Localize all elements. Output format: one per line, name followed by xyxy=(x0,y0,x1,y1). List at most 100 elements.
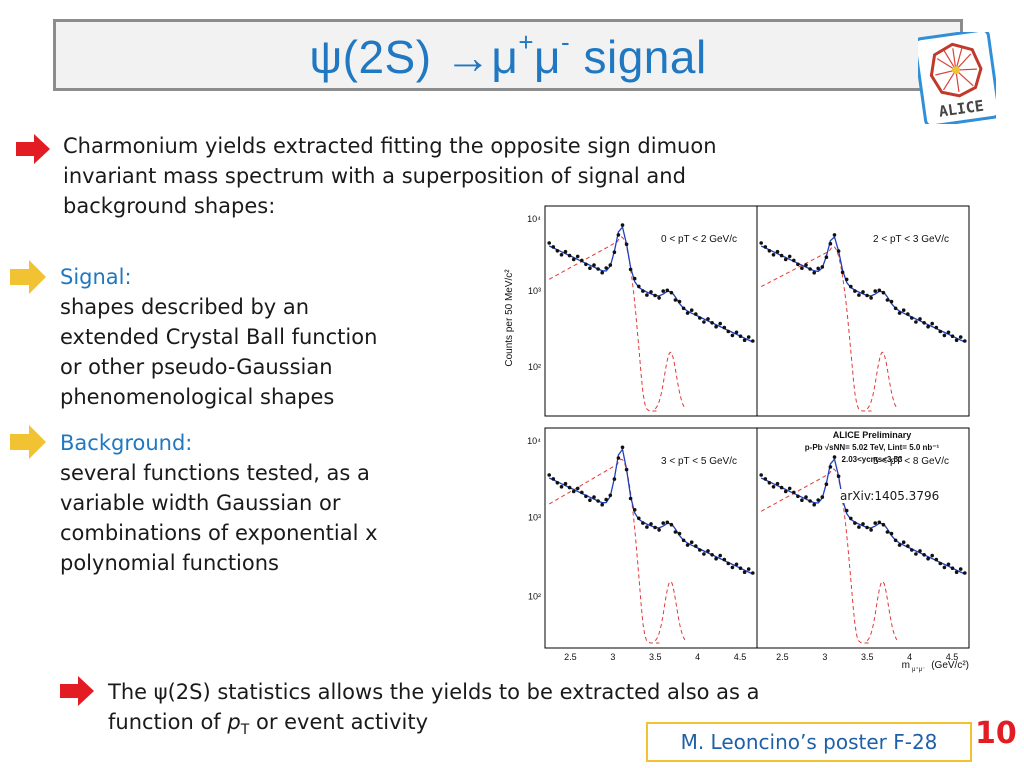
x-tick-label: 3 xyxy=(822,652,827,662)
data-point xyxy=(873,521,877,525)
data-point xyxy=(722,325,727,330)
data-point xyxy=(596,499,600,503)
title-psi: ψ xyxy=(309,30,343,83)
data-point xyxy=(588,498,592,503)
data-point xyxy=(555,481,560,485)
data-point xyxy=(893,306,898,311)
data-point xyxy=(783,257,788,262)
slide-title: ψ(2S) →μ+μ- signal xyxy=(309,27,706,84)
x-tick-label: 4 xyxy=(695,652,700,662)
title-box: ψ(2S) →μ+μ- signal xyxy=(53,19,963,91)
signal-line-3: or other pseudo-Gaussian xyxy=(60,355,333,379)
data-point xyxy=(726,329,731,334)
data-point xyxy=(669,522,674,527)
preliminary-label: ALICE Preliminary xyxy=(833,430,912,440)
data-point xyxy=(914,552,918,556)
data-point xyxy=(775,249,780,254)
data-point xyxy=(547,473,551,477)
data-point xyxy=(592,263,596,267)
data-point xyxy=(901,540,906,544)
data-point xyxy=(877,288,882,293)
data-point xyxy=(820,265,825,269)
data-point xyxy=(787,486,792,491)
data-point xyxy=(645,293,649,297)
data-point xyxy=(685,311,690,315)
data-point xyxy=(824,482,829,487)
plot-panel-frame xyxy=(544,205,758,417)
data-point xyxy=(958,567,963,571)
title-sup1: + xyxy=(518,26,535,57)
y-axis-label: Counts per 50 MeV/c² xyxy=(504,269,515,367)
background-line-3: combinations of exponential x xyxy=(60,521,378,545)
data-point xyxy=(897,311,902,315)
y-tick-label: 10² xyxy=(528,362,541,372)
x-tick-label: 4 xyxy=(907,652,912,662)
signal-shape-psi2s xyxy=(866,581,898,642)
plot-panel-frame xyxy=(756,427,970,649)
data-point xyxy=(922,321,926,325)
data-point xyxy=(901,308,906,312)
x-tick-label: 3.5 xyxy=(861,652,874,662)
intro-text: Charmonium yields extracted fitting the … xyxy=(63,131,717,221)
intro-line-3: background shapes: xyxy=(63,194,276,218)
data-point xyxy=(926,324,930,329)
data-point xyxy=(869,528,873,532)
data-point xyxy=(742,338,747,342)
data-point xyxy=(808,499,812,503)
yellow-arrow-icon xyxy=(10,260,46,294)
data-point xyxy=(771,253,776,257)
data-point xyxy=(869,296,873,300)
intro-line-1: Charmonium yields extracted fitting the … xyxy=(63,134,717,158)
data-point xyxy=(624,242,629,247)
title-part2: signal xyxy=(570,30,707,83)
y-tick-label: 10³ xyxy=(528,512,541,522)
data-point xyxy=(910,548,914,552)
data-point xyxy=(571,489,576,494)
data-point xyxy=(751,339,755,343)
data-point xyxy=(922,553,926,557)
data-point xyxy=(914,320,918,324)
data-point xyxy=(832,455,837,459)
data-point xyxy=(624,467,629,472)
signal-shape-jpsi xyxy=(760,468,872,644)
data-point xyxy=(746,335,751,339)
signal-shape-psi2s xyxy=(654,351,686,410)
data-point xyxy=(787,254,792,259)
conclusion-text: The ψ(2S) statistics allows the yields t… xyxy=(108,677,760,745)
data-point xyxy=(584,494,588,499)
data-point xyxy=(600,502,604,507)
signal-text: Signal: shapes described by an extended … xyxy=(60,262,377,412)
data-point xyxy=(804,495,808,499)
intro-line-2: invariant mass spectrum with a superposi… xyxy=(63,164,686,188)
data-point xyxy=(734,562,739,567)
red-arrow-icon xyxy=(60,676,94,706)
data-point xyxy=(567,253,572,258)
data-point xyxy=(946,330,951,335)
data-point xyxy=(950,566,955,570)
data-point xyxy=(950,334,955,338)
data-point xyxy=(808,267,812,271)
data-point xyxy=(681,306,686,311)
data-point xyxy=(889,531,894,536)
data-point xyxy=(800,266,804,270)
panel-label: 5 < pT < 8 GeV/c xyxy=(873,456,949,467)
title-mu2: μ xyxy=(534,30,562,83)
data-point xyxy=(575,254,580,259)
data-point xyxy=(608,493,613,498)
data-point xyxy=(702,552,706,556)
conclusion-line-1: The ψ(2S) statistics allows the yields t… xyxy=(108,680,760,704)
data-point xyxy=(653,293,657,298)
data-point xyxy=(771,485,776,489)
data-point xyxy=(906,544,910,548)
data-point xyxy=(616,456,621,460)
data-point xyxy=(836,474,841,479)
data-point xyxy=(763,245,768,249)
data-point xyxy=(938,329,943,334)
data-point xyxy=(563,481,568,486)
data-point xyxy=(706,549,710,553)
data-point xyxy=(620,445,625,450)
background-text: Background: several functions tested, as… xyxy=(60,428,378,578)
data-point xyxy=(689,540,694,544)
data-point xyxy=(628,496,633,501)
data-point xyxy=(551,245,556,249)
